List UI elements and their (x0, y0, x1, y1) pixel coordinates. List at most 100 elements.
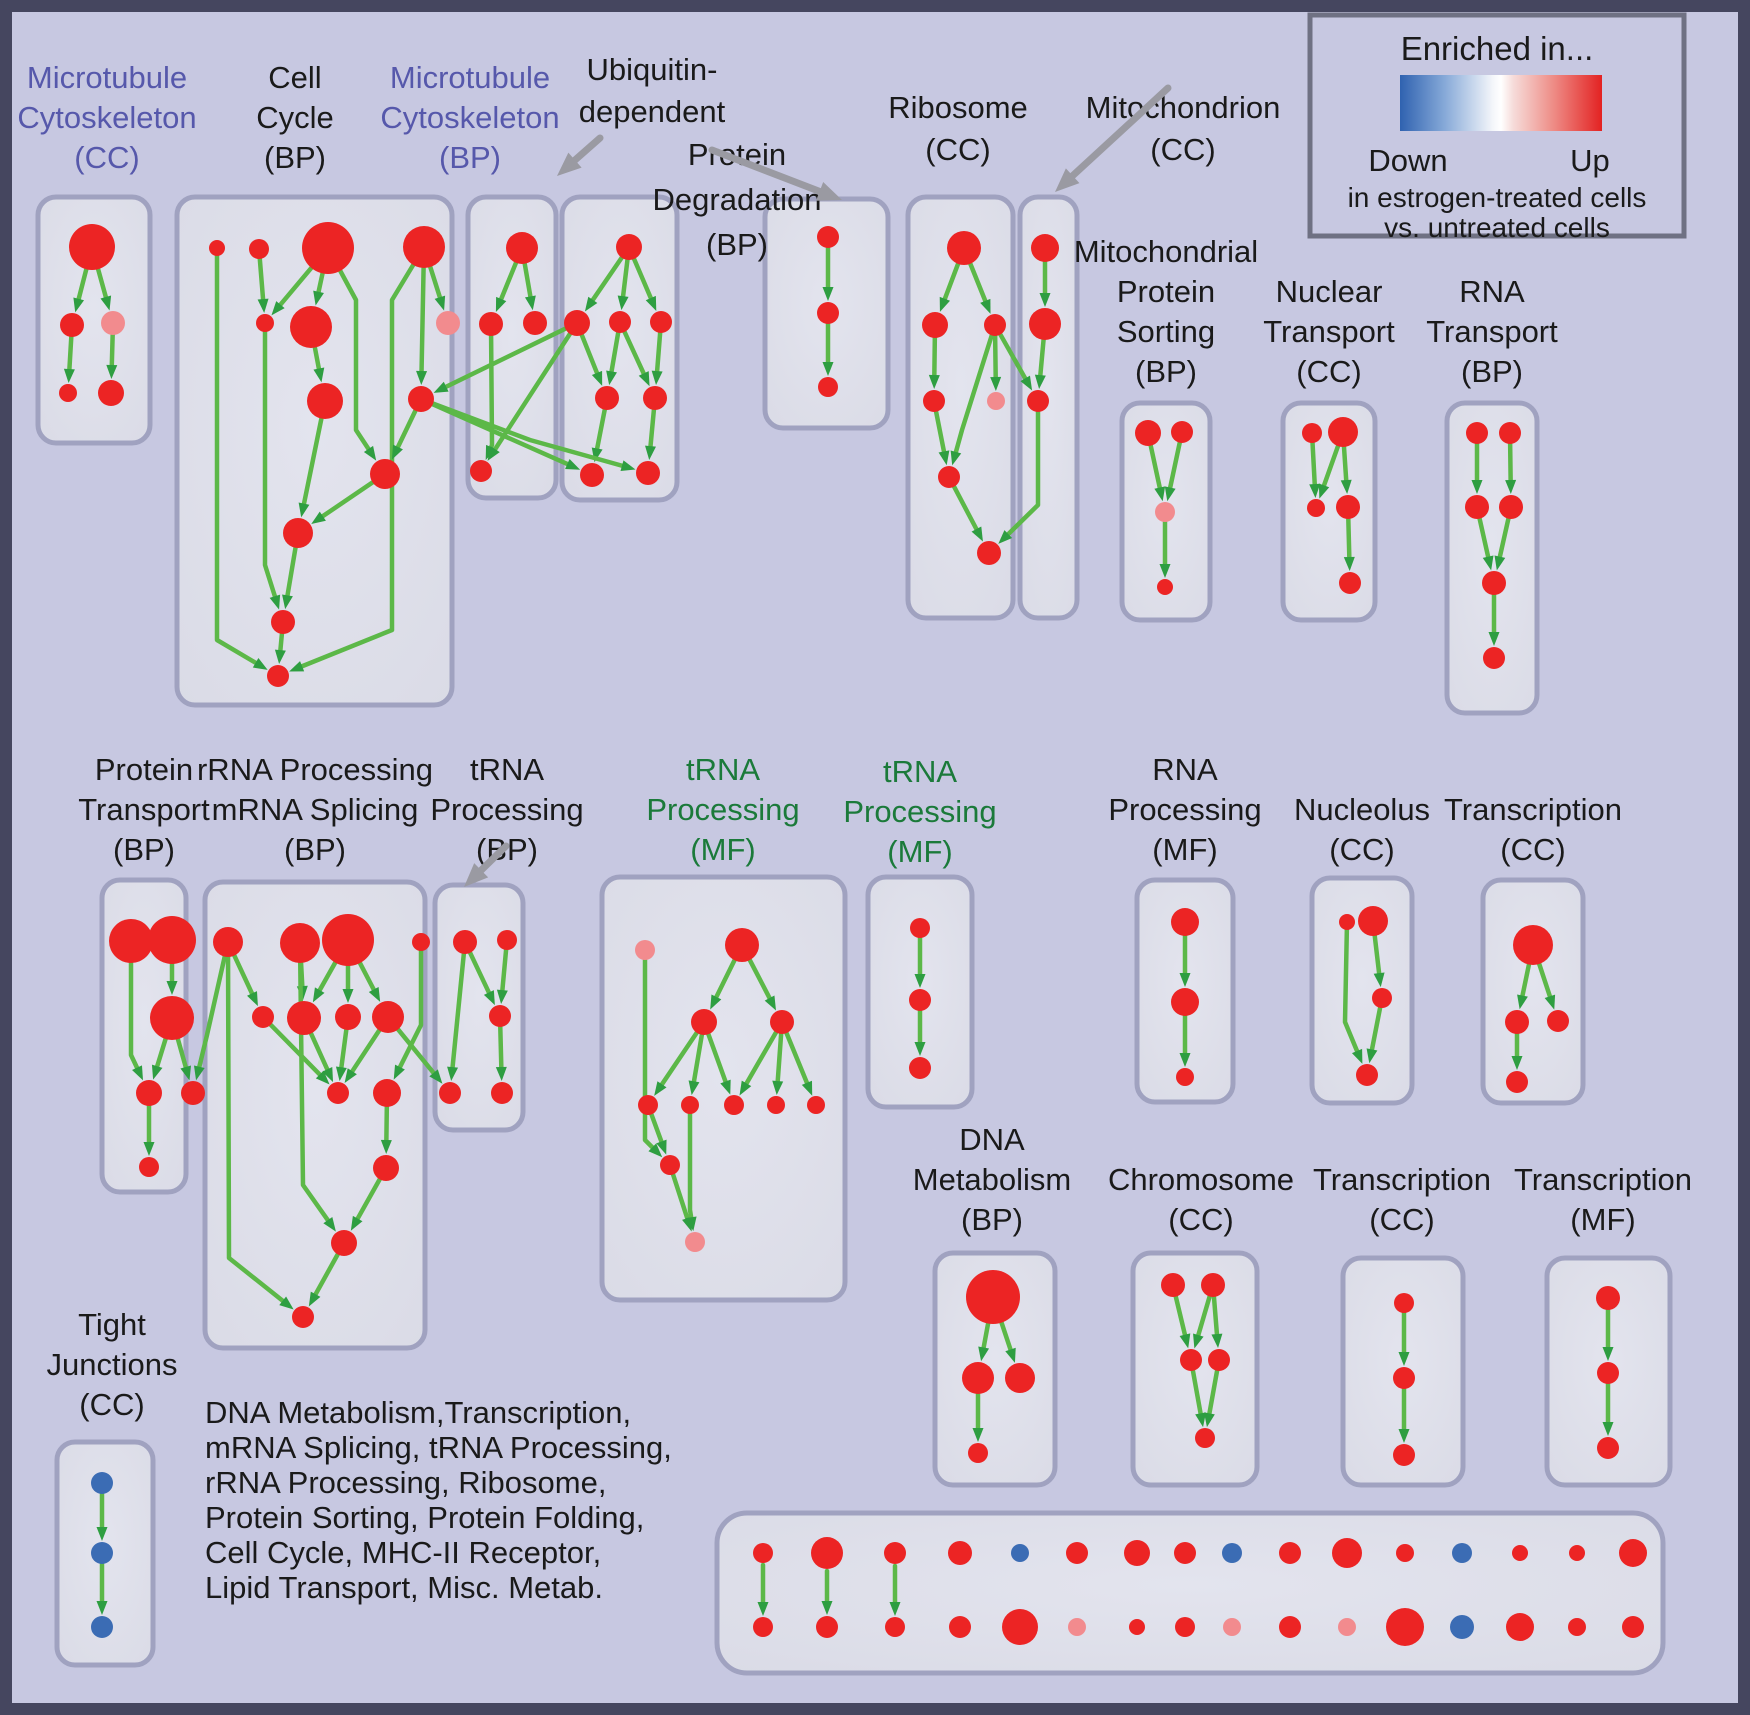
edge-arrow (1148, 443, 1166, 502)
go-term-node (1483, 647, 1505, 669)
edge-arrow (297, 960, 336, 1232)
edge-arrow (972, 1391, 984, 1442)
go-term-node (817, 302, 839, 324)
edge-arrow (622, 329, 650, 387)
edge-arrow (642, 957, 663, 1158)
go-term-node (636, 461, 660, 485)
go-term-node (1396, 1544, 1414, 1562)
edge-arrow (308, 1252, 340, 1307)
go-term-node (753, 1617, 773, 1637)
edge-arrow (1034, 337, 1046, 390)
go-term-node (816, 1616, 838, 1638)
go-term-node (252, 1006, 274, 1028)
go-term-node (1358, 906, 1388, 936)
edge-arrow (1471, 441, 1483, 494)
go-term-node (1619, 1539, 1647, 1567)
go-term-node (1393, 1367, 1415, 1389)
go-term-node (292, 1306, 314, 1328)
edge-arrow (710, 957, 737, 1010)
edge-arrow (106, 332, 118, 380)
go-term-node (280, 923, 320, 963)
edge-arrow (1372, 933, 1385, 988)
go-term-node (60, 313, 84, 337)
go-term-node (977, 541, 1001, 565)
go-term-node (1279, 1542, 1301, 1564)
legend-gradient-bar (1400, 75, 1602, 131)
go-term-node (91, 1542, 113, 1564)
edge-arrow (308, 1031, 334, 1083)
edge-arrow (312, 960, 338, 1003)
go-term-node (1622, 1616, 1644, 1638)
go-term-node (1171, 988, 1199, 1016)
go-term-node (150, 996, 194, 1040)
edge-arrow (495, 1024, 507, 1082)
go-term-node (638, 1095, 658, 1115)
edge-arrow (257, 256, 269, 314)
go-term-node (307, 383, 343, 419)
edge-arrow (928, 335, 940, 390)
edge-arrow (822, 321, 834, 376)
legend-subtitle-line1: in estrogen-treated cells (1348, 182, 1647, 213)
edge-arrow (1602, 1381, 1614, 1436)
go-term-node (1482, 571, 1506, 595)
go-term-node (922, 312, 948, 338)
go-term-node (1171, 421, 1193, 443)
lbl-tight-junctions: Tight Junctions (CC) (47, 1307, 178, 1422)
go-term-node (109, 919, 153, 963)
edge-arrow (350, 1177, 382, 1231)
lbl-transcription-mf: Transcription (MF) (1514, 1162, 1692, 1237)
go-term-node (1066, 1542, 1088, 1564)
edge-arrow (96, 1561, 108, 1615)
go-term-node (331, 1230, 357, 1256)
go-term-node (136, 1080, 162, 1106)
go-term-node (1005, 1363, 1035, 1393)
term-box-transcription-cc-mid (1480, 877, 1586, 1106)
edge-arrow (313, 271, 325, 306)
go-term-node (1029, 308, 1061, 340)
go-term-node (968, 1443, 988, 1463)
edge-arrow (990, 333, 1002, 392)
edge-arrow (1342, 927, 1363, 1064)
edge-arrow (271, 265, 314, 316)
go-term-node (948, 1541, 972, 1565)
go-term-node (453, 930, 477, 954)
edge-arrow (950, 333, 994, 466)
lbl-cell-cycle: Cell Cycle (BP) (256, 60, 334, 175)
edge-arrow (128, 960, 144, 1081)
go-term-node (1393, 1444, 1415, 1466)
edge-arrow (1211, 1294, 1223, 1349)
lbl-chromosome: Chromosome (CC) (1108, 1162, 1294, 1237)
go-term-node (101, 311, 125, 335)
legend: Enriched in... Down Up in estrogen-treated … (1307, 12, 1687, 243)
edge-arrow (391, 408, 418, 460)
go-term-node (1338, 1618, 1356, 1636)
arrow-to-trna-bp-box (464, 842, 510, 887)
edge-arrow (939, 261, 961, 312)
edge-arrow (151, 1036, 168, 1080)
term-box-rrna-mrna (202, 879, 428, 1351)
go-term-node (1394, 1293, 1414, 1313)
go-term-node (1135, 420, 1161, 446)
go-term-node (818, 377, 838, 397)
go-term-node (949, 1616, 971, 1638)
go-term-node (98, 380, 124, 406)
edge-arrow (822, 245, 834, 301)
go-term-node (283, 518, 313, 548)
edge-arrow (96, 1491, 108, 1541)
edge-arrow (617, 257, 630, 311)
lbl-microtubule-cc: Microtubule Cytoskeleton (CC) (17, 60, 196, 175)
edge-arrow (1039, 259, 1051, 307)
edge-arrow (282, 545, 298, 610)
go-term-node (923, 390, 945, 412)
edge-arrow (380, 1104, 392, 1155)
lbl-rrna-mrna: rRNA Processing mRNA Splicing (BP) (197, 752, 433, 867)
edge-arrow (1164, 440, 1182, 502)
arrow-to-degradation-box (708, 146, 842, 201)
go-term-node (1465, 495, 1489, 519)
go-term-node (69, 224, 115, 270)
go-term-node (725, 928, 759, 962)
edge-arrow (428, 264, 446, 311)
edge-arrow (968, 261, 991, 314)
go-term-node (1307, 499, 1325, 517)
go-term-node (370, 459, 400, 489)
